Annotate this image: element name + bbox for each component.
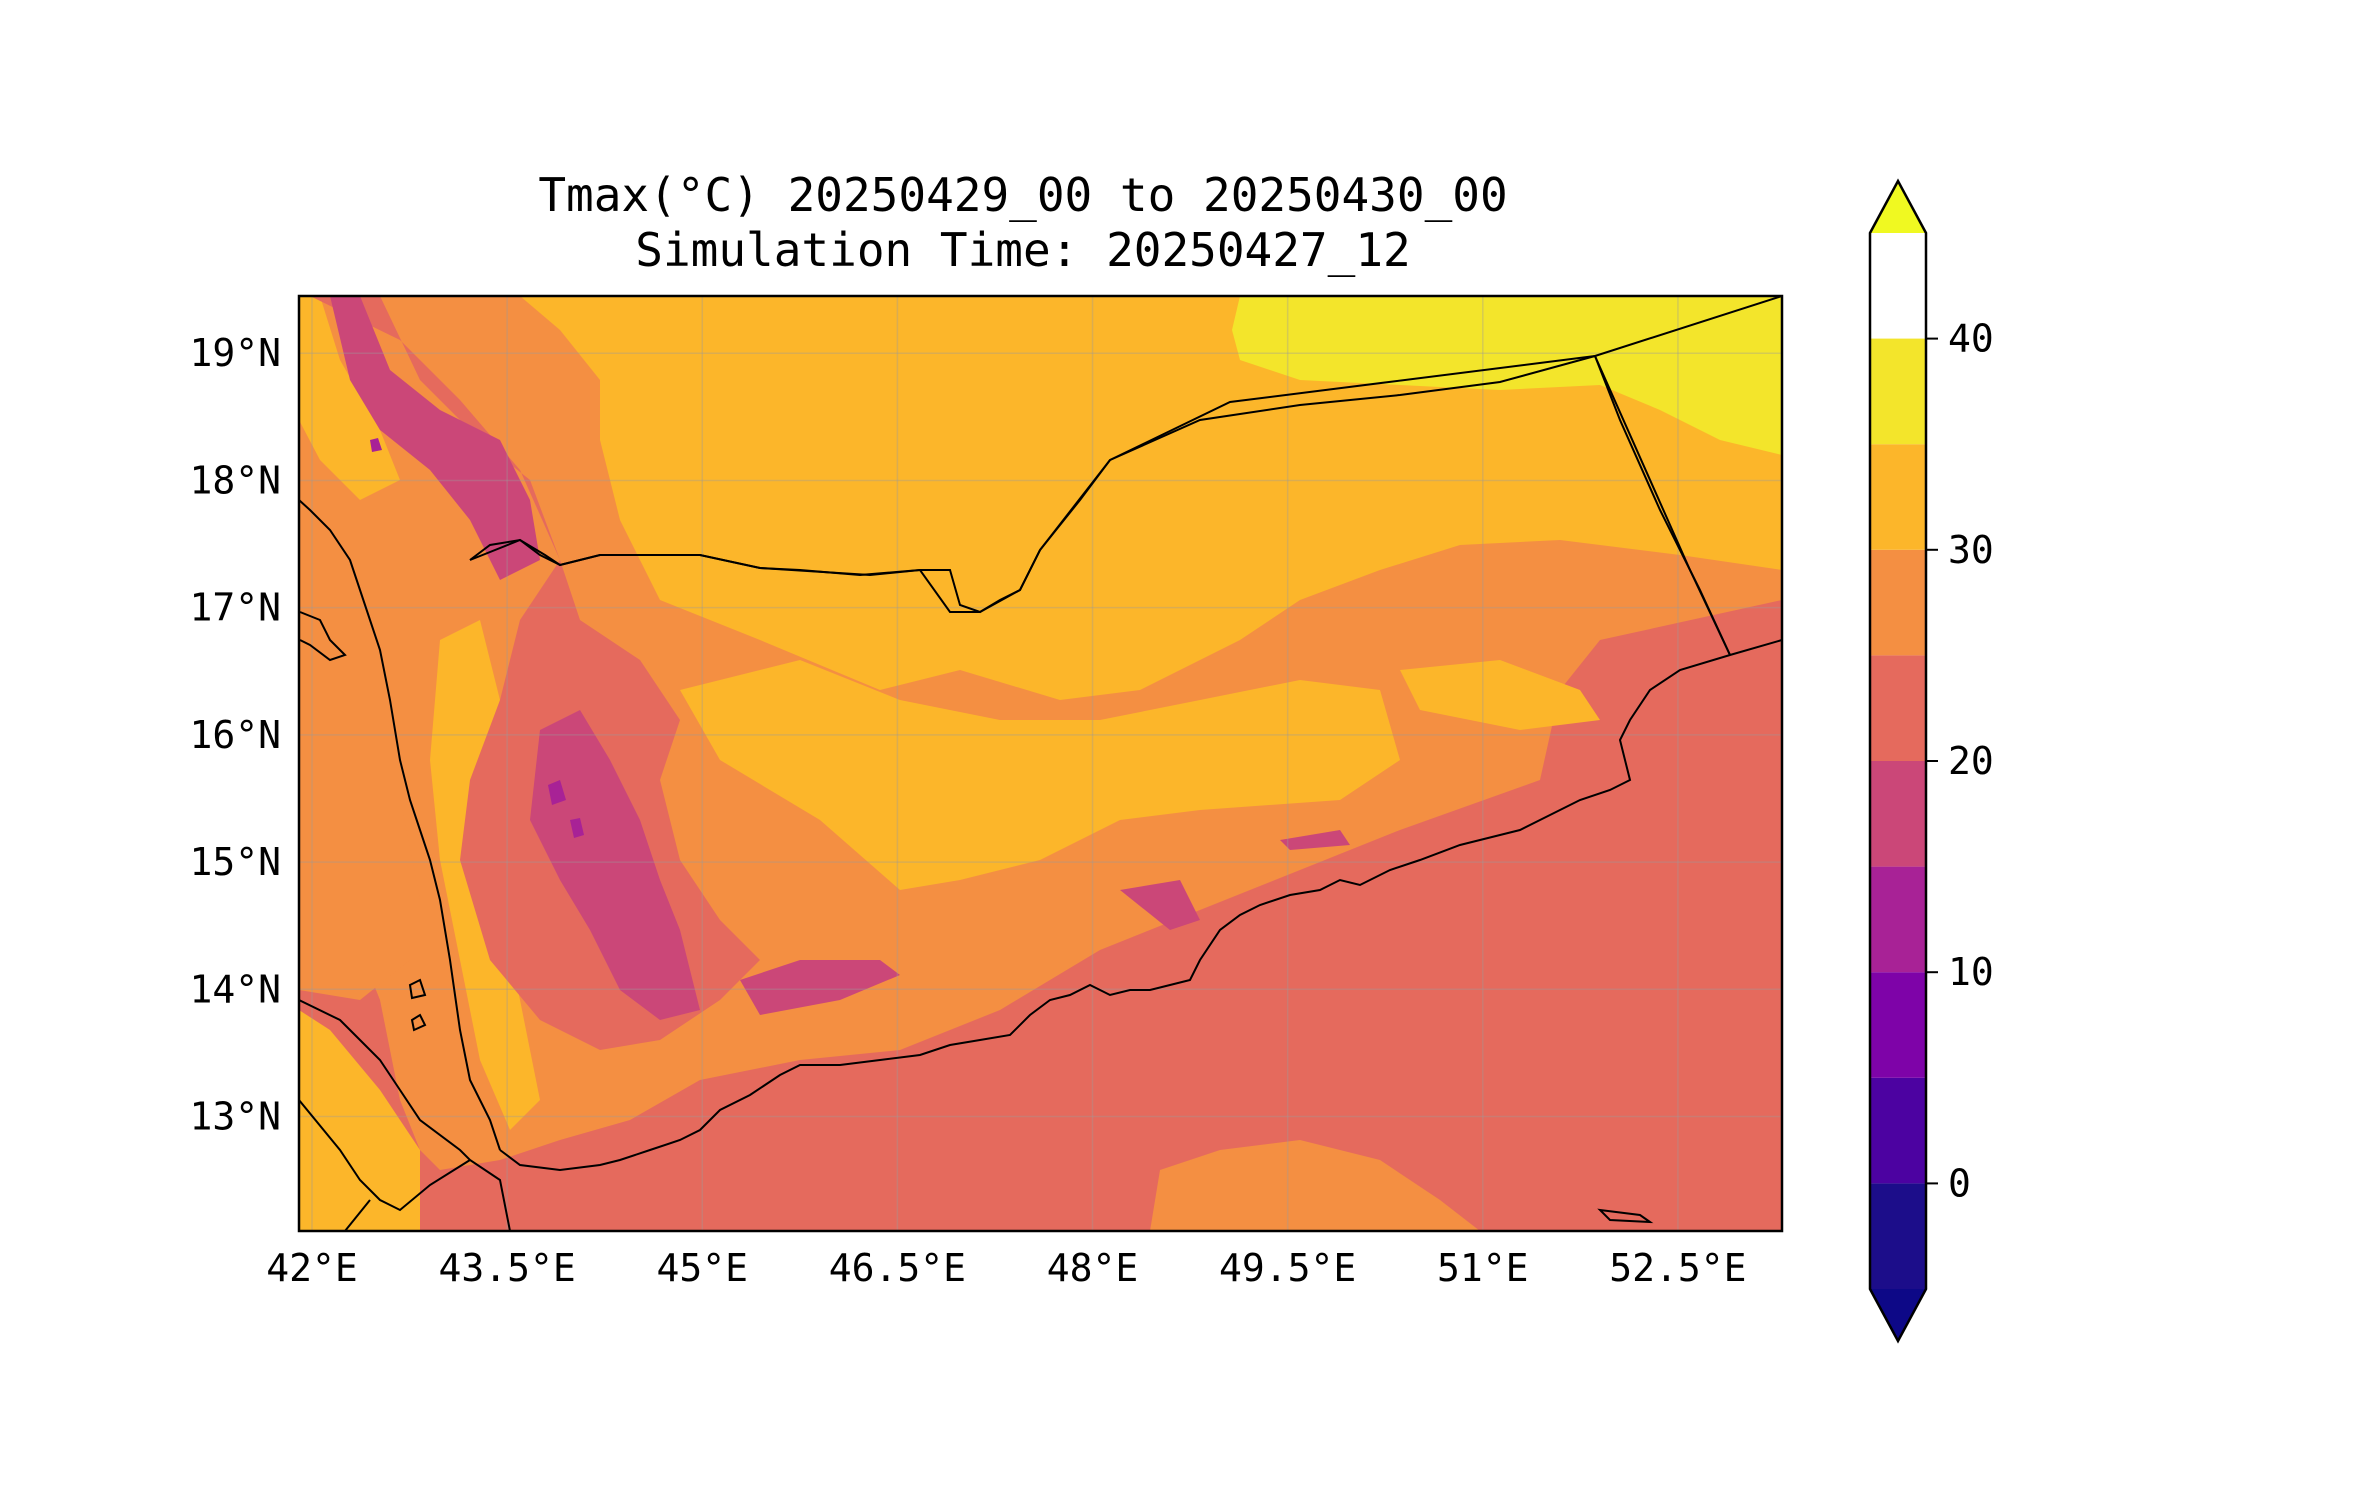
colorbar-tick-label: 0	[1948, 1161, 1971, 1205]
coastline-island1	[408, 978, 427, 1000]
lat-tick-label: 16°N	[189, 713, 281, 757]
field-band-35-40-africa	[299, 1010, 420, 1231]
coastlines	[299, 296, 1782, 1231]
field-band-15-20-peak3	[370, 438, 382, 452]
field-band-15-20-peak1	[548, 780, 566, 805]
lat-tick-label: 14°N	[189, 967, 281, 1011]
field-band-35-40-offshore	[1150, 1140, 1480, 1231]
colorbar: 0 10 20 30 40	[1868, 178, 1994, 1344]
border-yemen-oman	[1594, 355, 1731, 656]
colorbar-tick-label: 10	[1948, 950, 1994, 994]
colorbar-segment	[1870, 761, 1926, 867]
lat-tick-label: 19°N	[189, 331, 281, 375]
field-band-20-25-sanaa	[530, 710, 700, 1020]
colorbar-tick-label: 30	[1948, 528, 1994, 572]
map-panel: 42°E 43.5°E 45°E 46.5°E 48°E 49.5°E 51°E 52.5°E…	[189, 294, 1784, 1290]
coastline-yemen-west	[299, 499, 501, 1151]
lat-tick-label: 15°N	[189, 840, 281, 884]
colorbar-segment	[1870, 655, 1926, 761]
colorbar-outline	[1868, 178, 1928, 1344]
lon-tick-label: 46.5°E	[829, 1246, 966, 1290]
field-band-35-40-central	[680, 660, 1400, 890]
field-band-20-25-core	[330, 296, 540, 580]
colorbar-tick-label: 40	[1948, 317, 1994, 361]
colorbar-segment	[1870, 866, 1926, 973]
map-title-line1: Tmax(°C) 20250429_00 to 20250430_00	[538, 168, 1507, 222]
gridlines	[299, 296, 1782, 1231]
coastline-island2	[410, 1013, 427, 1032]
field-band-30-35-west	[299, 760, 420, 1000]
lon-tick-label: 45°E	[657, 1246, 749, 1290]
colorbar-segment	[1870, 1077, 1926, 1184]
colorbar-tick-label: 20	[1948, 739, 1994, 783]
coastline-africa	[299, 999, 511, 1231]
colorbar-segment	[1870, 972, 1926, 1078]
colorbar-under-triangle	[1870, 1289, 1926, 1341]
colorbar-segment	[1870, 338, 1926, 445]
field-band-35-40-east-wadi	[1400, 660, 1600, 730]
lon-tick-label: 51°E	[1437, 1246, 1529, 1290]
colorbar-segment	[1870, 549, 1926, 656]
colorbar-over-triangle	[1870, 181, 1926, 233]
lon-tick-label: 52.5°E	[1609, 1246, 1746, 1290]
temperature-field	[299, 296, 1782, 1231]
coastline-farasan	[299, 611, 347, 662]
field-band-15-20-peak2	[570, 818, 584, 838]
field-band-35-40-north	[520, 296, 1782, 700]
longitude-labels: 42°E 43.5°E 45°E 46.5°E 48°E 49.5°E 51°E 52.5°E	[266, 1246, 1746, 1290]
colorbar-segment	[1870, 1183, 1926, 1289]
lon-tick-label: 48°E	[1047, 1246, 1139, 1290]
map-frame	[297, 294, 1784, 1233]
lat-tick-label: 18°N	[189, 458, 281, 502]
field-band-40-45-northeast	[1232, 296, 1782, 455]
field-band-20-25-south-hills	[740, 960, 900, 1015]
lat-tick-label: 17°N	[189, 586, 281, 630]
map-title-line2: Simulation Time: 20250427_12	[635, 223, 1410, 277]
lon-tick-label: 42°E	[266, 1246, 358, 1290]
lat-tick-label: 13°N	[189, 1095, 281, 1139]
border-ethiopia-eritrea	[299, 1099, 471, 1212]
coastline-yemen-south	[499, 639, 1782, 1172]
field-band-20-25-east-hills	[1120, 880, 1200, 930]
coastline-socotra-edge	[1597, 1208, 1654, 1224]
lon-tick-label: 43.5°E	[438, 1246, 575, 1290]
latitude-labels: 13°N 14°N 15°N 16°N 17°N 18°N 19°N	[189, 331, 281, 1138]
border-saudi-yemen	[469, 355, 1596, 613]
border-africa-inland	[344, 1199, 371, 1231]
lon-tick-label: 49.5°E	[1219, 1246, 1356, 1290]
colorbar-segment	[1870, 444, 1926, 550]
field-band-20-25-east-strip	[1280, 830, 1350, 850]
